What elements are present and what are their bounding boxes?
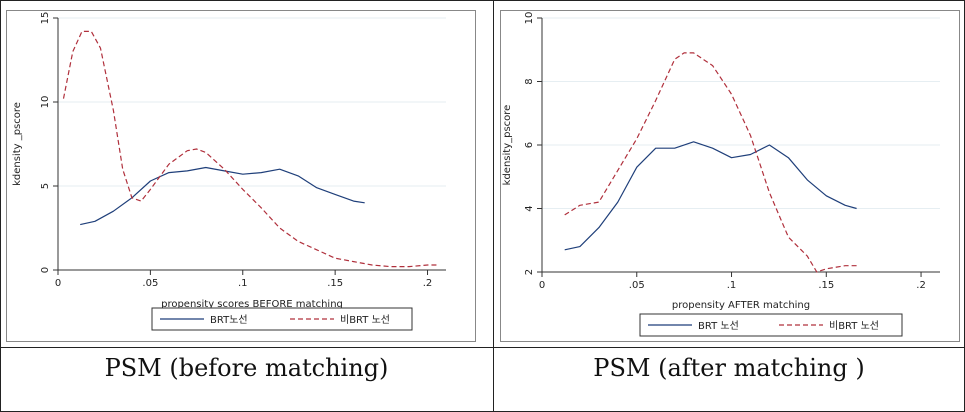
chart-after-matching: 2 4 6 8 10 0 .05 .1 .15 .2 propensity AFTER matchi… [500,10,960,342]
chart-frame [6,10,476,342]
legend: BRT 노선 비BRT 노선 [639,313,903,337]
y-tick-label: 2 [524,269,535,275]
x-tick-label: .05 [629,280,645,291]
x-tick-label: .1 [238,278,248,289]
table-border-left [0,0,1,412]
legend-label: 비BRT 노선 [340,314,390,326]
x-tick-label: .2 [423,278,433,289]
chart-frame [500,10,960,342]
x-tick-label: .15 [327,278,343,289]
y-tick-label: 6 [524,142,535,148]
table-column-divider [493,0,494,412]
y-tick-label: 10 [40,96,51,109]
legend-label: 비BRT 노선 [829,320,879,332]
caption-before-matching: PSM (before matching) [104,354,389,382]
x-tick-label: 0 [55,278,61,289]
x-axis-label: propensity AFTER matching [672,300,810,311]
x-tick-label: 0 [539,280,545,291]
y-tick-label: 8 [524,78,535,84]
x-tick-label: .1 [727,280,737,291]
y-axis-label: kdensity_pscore [502,105,513,186]
y-tick-label: 4 [524,205,535,211]
table-border-top [0,0,965,1]
series-line-brt [80,166,365,226]
table-row-divider [0,347,965,348]
y-tick-label: 10 [524,12,535,25]
legend: BRT노선 비BRT 노선 [151,307,413,331]
y-tick-label: 15 [40,12,51,25]
y-axis-label: kdensity _pscore [12,102,23,186]
x-axis-label: propensity scores BEFORE matching [161,299,343,310]
caption-after-matching: PSM (after matching ) [593,354,865,382]
y-tick-label: 0 [40,267,51,273]
legend-box [151,307,413,331]
series-line-brt [564,141,857,251]
x-tick-label: .2 [916,280,926,291]
x-tick-label: .15 [818,280,834,291]
y-tick-label: 5 [40,183,51,189]
legend-label: BRT노선 [210,314,248,326]
chart-before-matching: 0 5 10 15 0 .05 .1 .15 .2 propensity scores BEFOR… [6,10,476,342]
series-line-non-brt [564,52,857,273]
x-tick-label: .05 [142,278,158,289]
legend-label: BRT 노선 [698,320,739,332]
legend-box [639,313,903,337]
